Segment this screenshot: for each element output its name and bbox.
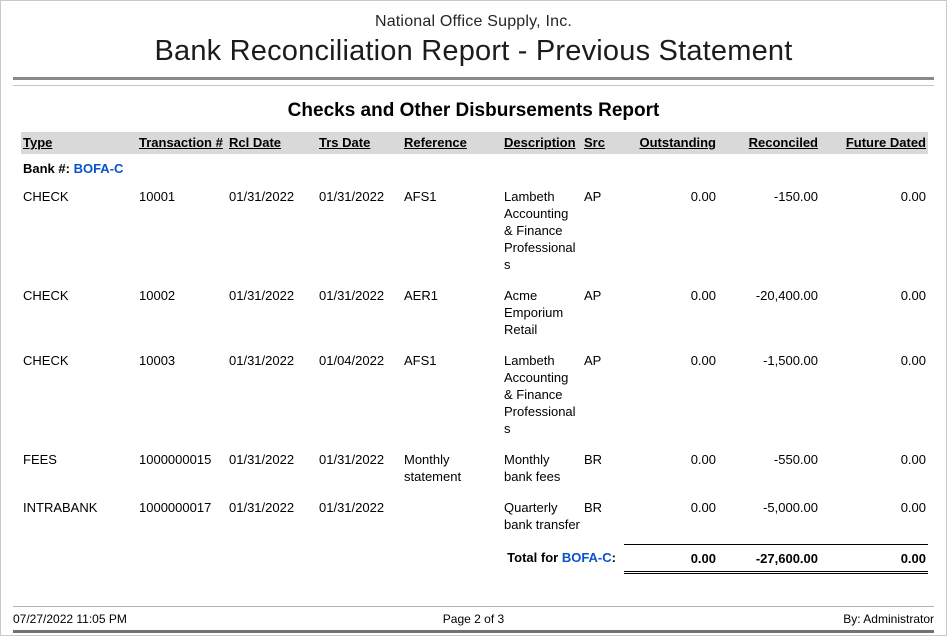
cell-trs-date: 01/04/2022 bbox=[319, 353, 385, 368]
total-label: Total for bbox=[507, 550, 562, 565]
header-divider-light bbox=[13, 85, 934, 86]
cell-transaction: 1000000017 bbox=[139, 500, 212, 515]
bank-number-row: Bank #: BOFA-C bbox=[21, 154, 928, 185]
footer-author: By: Administrator bbox=[843, 612, 934, 626]
column-header-reference: Reference bbox=[402, 132, 502, 154]
bank-number-link[interactable]: BOFA-C bbox=[73, 161, 124, 176]
column-header-trs-date: Trs Date bbox=[317, 132, 402, 154]
cell-trs-date: 01/31/2022 bbox=[319, 500, 385, 515]
total-reconciled: -27,600.00 bbox=[718, 543, 820, 574]
column-header-future-dated: Future Dated bbox=[820, 132, 928, 154]
total-label-colon: : bbox=[611, 550, 616, 565]
disbursements-table: Type Transaction # Rcl Date Trs Date Ref… bbox=[21, 132, 928, 574]
cell-transaction: 10003 bbox=[139, 353, 176, 368]
table-row: INTRABANK 1000000017 01/31/2022 01/31/20… bbox=[21, 496, 928, 544]
cell-src: AP bbox=[584, 353, 602, 368]
footer-timestamp: 07/27/2022 11:05 PM bbox=[13, 612, 127, 626]
cell-future-dated: 0.00 bbox=[900, 189, 926, 204]
column-header-type: Type bbox=[21, 132, 137, 154]
footer-page-number: Page 2 of 3 bbox=[442, 612, 505, 626]
cell-reference: Monthly statement bbox=[404, 452, 462, 484]
total-bank-link[interactable]: BOFA-C bbox=[561, 550, 612, 565]
column-header-description: Description bbox=[502, 132, 582, 154]
table-header-row: Type Transaction # Rcl Date Trs Date Ref… bbox=[21, 132, 928, 154]
header-divider-dark bbox=[13, 77, 934, 80]
cell-type: INTRABANK bbox=[23, 500, 98, 515]
cell-reference: AFS1 bbox=[404, 189, 437, 204]
cell-trs-date: 01/31/2022 bbox=[319, 288, 385, 303]
company-name: National Office Supply, Inc. bbox=[374, 13, 573, 30]
cell-description: Acme Emporium Retail bbox=[504, 288, 564, 337]
cell-future-dated: 0.00 bbox=[900, 288, 926, 303]
cell-type: FEES bbox=[23, 452, 57, 467]
cell-outstanding: 0.00 bbox=[690, 353, 716, 368]
cell-type: CHECK bbox=[23, 288, 69, 303]
cell-transaction: 10002 bbox=[139, 288, 176, 303]
cell-rcl-date: 01/31/2022 bbox=[229, 500, 295, 515]
column-header-transaction: Transaction # bbox=[137, 132, 227, 154]
column-header-rcl-date: Rcl Date bbox=[227, 132, 317, 154]
cell-reconciled: -5,000.00 bbox=[763, 500, 818, 515]
cell-description: Quarterly bank transfer bbox=[504, 500, 580, 532]
cell-description: Lambeth Accounting & Finance Professiona… bbox=[504, 353, 576, 436]
cell-outstanding: 0.00 bbox=[690, 500, 716, 515]
cell-type: CHECK bbox=[23, 189, 69, 204]
table-row: CHECK 10003 01/31/2022 01/04/2022 AFS1 L… bbox=[21, 349, 928, 448]
column-header-outstanding: Outstanding bbox=[624, 132, 718, 154]
cell-reference: AER1 bbox=[404, 288, 438, 303]
cell-reference: AFS1 bbox=[404, 353, 437, 368]
cell-reconciled: -150.00 bbox=[773, 189, 818, 204]
table-row: CHECK 10002 01/31/2022 01/31/2022 AER1 A… bbox=[21, 284, 928, 349]
footer-bottom-bar bbox=[13, 630, 934, 633]
cell-future-dated: 0.00 bbox=[900, 452, 926, 467]
cell-src: AP bbox=[584, 189, 602, 204]
cell-trs-date: 01/31/2022 bbox=[319, 452, 385, 467]
report-footer: 07/27/2022 11:05 PM Page 2 of 3 By: Admi… bbox=[13, 606, 934, 626]
cell-transaction: 10001 bbox=[139, 189, 176, 204]
cell-outstanding: 0.00 bbox=[690, 288, 716, 303]
cell-trs-date: 01/31/2022 bbox=[319, 189, 385, 204]
cell-reference bbox=[402, 496, 502, 544]
cell-reconciled: -1,500.00 bbox=[763, 353, 818, 368]
total-outstanding: 0.00 bbox=[624, 543, 718, 574]
cell-reconciled: -20,400.00 bbox=[755, 288, 818, 303]
cell-rcl-date: 01/31/2022 bbox=[229, 452, 295, 467]
column-header-reconciled: Reconciled bbox=[718, 132, 820, 154]
cell-type: CHECK bbox=[23, 353, 69, 368]
cell-transaction: 1000000015 bbox=[139, 452, 212, 467]
report-header: National Office Supply, Inc. Bank Reconc… bbox=[1, 1, 946, 68]
total-future-dated: 0.00 bbox=[820, 543, 928, 574]
bank-number-label: Bank #: bbox=[23, 161, 74, 176]
cell-outstanding: 0.00 bbox=[690, 189, 716, 204]
cell-rcl-date: 01/31/2022 bbox=[229, 189, 295, 204]
table-row: FEES 1000000015 01/31/2022 01/31/2022 Mo… bbox=[21, 448, 928, 496]
column-header-src: Src bbox=[582, 132, 624, 154]
cell-future-dated: 0.00 bbox=[900, 500, 926, 515]
total-row: Total for BOFA-C: 0.00 -27,600.00 0.00 bbox=[21, 543, 928, 574]
cell-rcl-date: 01/31/2022 bbox=[229, 288, 295, 303]
section-title: Checks and Other Disbursements Report bbox=[287, 100, 660, 121]
cell-src: BR bbox=[584, 500, 603, 515]
cell-future-dated: 0.00 bbox=[900, 353, 926, 368]
table-row: CHECK 10001 01/31/2022 01/31/2022 AFS1 L… bbox=[21, 185, 928, 284]
cell-description: Monthly bank fees bbox=[504, 452, 561, 484]
report-title: Bank Reconciliation Report - Previous St… bbox=[154, 35, 793, 67]
cell-src: AP bbox=[584, 288, 602, 303]
cell-src: BR bbox=[584, 452, 603, 467]
cell-description: Lambeth Accounting & Finance Professiona… bbox=[504, 189, 576, 272]
cell-reconciled: -550.00 bbox=[773, 452, 818, 467]
cell-outstanding: 0.00 bbox=[690, 452, 716, 467]
cell-rcl-date: 01/31/2022 bbox=[229, 353, 295, 368]
